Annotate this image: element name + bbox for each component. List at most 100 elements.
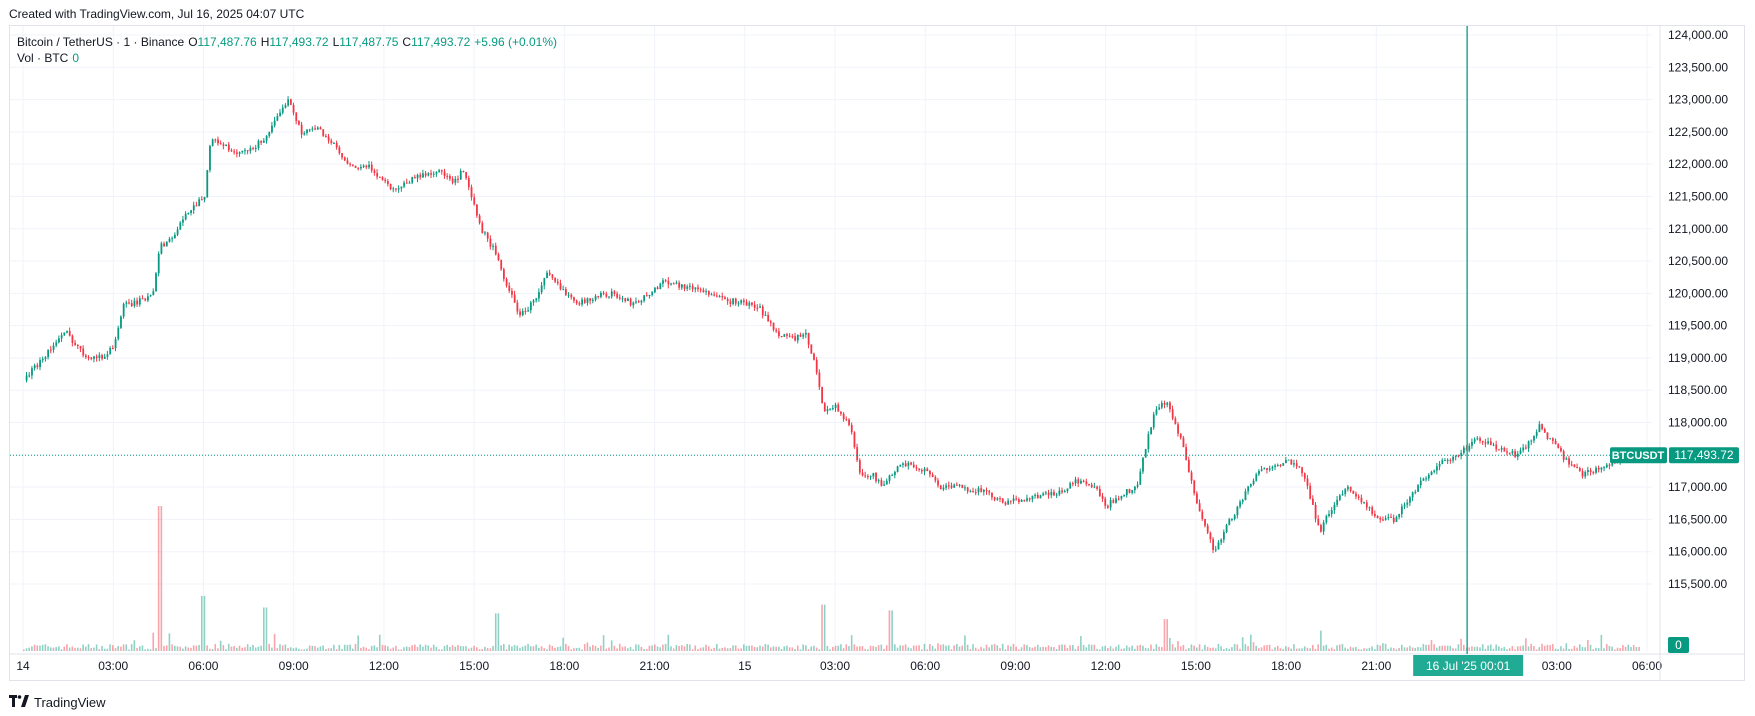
volume-bar: [1576, 647, 1578, 651]
volume-tag[interactable]: [1668, 637, 1689, 653]
volume-bar: [637, 644, 640, 651]
volume-bar: [1527, 646, 1530, 651]
volume-bar: [1268, 644, 1271, 651]
candle-body: [106, 354, 109, 357]
volume-bar: [867, 649, 869, 651]
volume-bar: [538, 647, 540, 651]
volume-bar: [47, 646, 49, 651]
candle-body: [589, 298, 592, 301]
candle-body: [1320, 525, 1322, 532]
volume-bar: [1411, 647, 1414, 651]
candle-body: [457, 178, 459, 180]
candle-body: [1384, 518, 1387, 520]
candle-body: [996, 498, 999, 500]
crosshair-time-tag[interactable]: [1413, 655, 1524, 676]
volume-bar: [1557, 649, 1559, 651]
volume-bar: [182, 648, 184, 651]
candle-body: [257, 140, 260, 148]
volume-bar: [424, 644, 427, 651]
candle-body: [1441, 460, 1444, 464]
candle-body: [1117, 498, 1120, 500]
volume-bar: [729, 648, 732, 651]
candle-body: [1363, 502, 1366, 504]
candle-body: [376, 172, 379, 177]
candle-body: [1390, 516, 1392, 518]
volume-bar: [1187, 648, 1190, 651]
volume-bar: [236, 647, 238, 651]
candle-body: [600, 292, 602, 297]
candle-body: [446, 175, 449, 177]
volume-bar: [454, 646, 457, 651]
volume-bar: [907, 647, 910, 651]
volume-bar: [972, 644, 974, 651]
volume-bar: [1123, 648, 1125, 651]
volume-bar: [1182, 644, 1185, 651]
volume-bar: [157, 506, 160, 651]
candle-body: [616, 293, 619, 298]
volume-bar: [233, 646, 235, 651]
volume-tag-label: 0: [1675, 638, 1682, 652]
candle-body: [190, 210, 192, 213]
candle-body: [1446, 459, 1449, 461]
candle-body: [279, 112, 281, 117]
candle-body: [1285, 459, 1287, 464]
volume-bar: [122, 644, 125, 651]
volume-bar: [1390, 647, 1392, 651]
volume-bar: [39, 645, 41, 651]
volume-bar: [767, 644, 769, 651]
volume-bar: [565, 643, 567, 651]
volume-bar: [1260, 647, 1263, 651]
volume-bar: [60, 649, 63, 651]
volume-bar: [98, 649, 101, 651]
volume-bar: [519, 647, 521, 651]
volume-label[interactable]: Vol · BTC: [17, 51, 69, 65]
candle-body: [1592, 472, 1595, 474]
volume-bar: [1171, 644, 1174, 651]
candle-body: [1576, 467, 1579, 469]
candle-body: [1546, 432, 1549, 439]
candle-body: [1295, 463, 1298, 467]
tradingview-brand[interactable]: TradingView: [9, 694, 106, 710]
candle-body: [837, 404, 840, 412]
candle-body: [1018, 499, 1020, 502]
volume-bar: [1066, 648, 1069, 651]
last-price-tag[interactable]: [1669, 447, 1739, 464]
volume-bar: [1158, 646, 1160, 651]
candle-body: [1511, 451, 1514, 454]
volume-bar: [1209, 647, 1212, 651]
volume-bar: [1134, 648, 1136, 651]
candle-body: [1020, 499, 1023, 502]
candle-body: [1152, 414, 1155, 428]
candle-body: [1276, 465, 1279, 467]
volume-bar: [1382, 643, 1384, 651]
volume-bar: [829, 649, 831, 651]
volume-bar: [761, 646, 764, 651]
volume-bar: [465, 646, 467, 651]
candle-body: [1374, 513, 1376, 517]
volume-bar: [737, 648, 740, 651]
candle-body: [1115, 498, 1117, 503]
candle-body: [449, 176, 451, 179]
volume-bar: [1525, 638, 1527, 651]
volume-bar: [721, 647, 724, 651]
candle-body: [1236, 506, 1239, 516]
volume-bar: [591, 644, 594, 651]
candle-body: [249, 147, 252, 152]
time-axis-label: 12:00: [369, 659, 399, 673]
volume-bar: [664, 643, 667, 651]
candle-body: [767, 314, 770, 322]
candle-body: [532, 300, 535, 303]
candle-body: [788, 335, 791, 337]
symbol-tag[interactable]: [1610, 447, 1667, 464]
volume-bar: [82, 644, 84, 651]
candle-body: [559, 283, 562, 290]
volume-bar: [432, 644, 435, 651]
candle-body: [268, 132, 271, 136]
symbol-title[interactable]: Bitcoin / TetherUS · 1 · Binance: [17, 35, 185, 49]
volume-bar: [1638, 646, 1640, 651]
candle-body: [1317, 518, 1320, 526]
candle-body: [125, 302, 128, 304]
candle-body: [260, 140, 263, 143]
candle-body: [1414, 491, 1417, 493]
